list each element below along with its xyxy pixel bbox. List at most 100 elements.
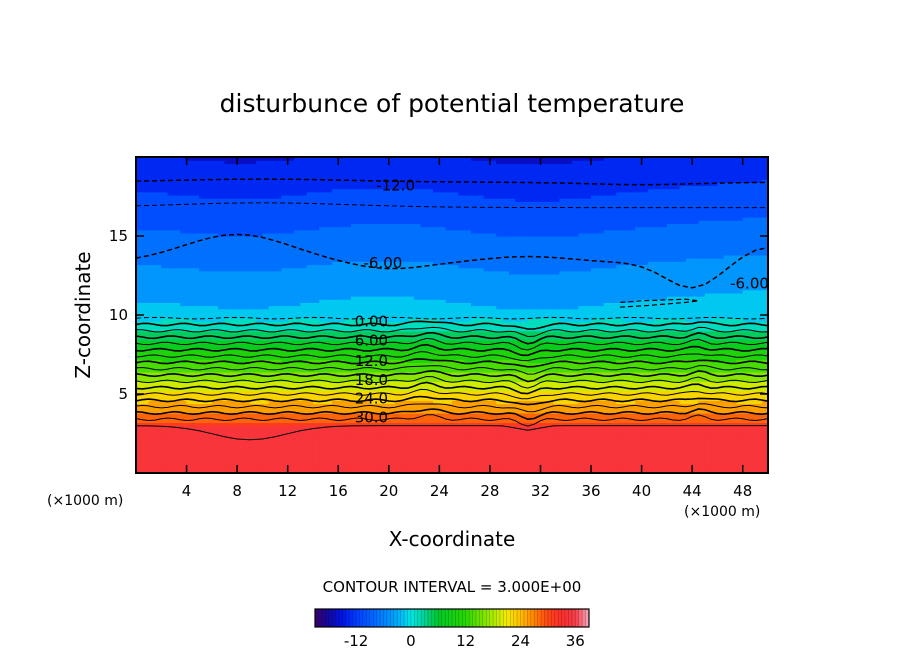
contour-band-cell xyxy=(357,182,365,187)
contour-band-cell xyxy=(224,157,232,161)
contour-band-cell xyxy=(192,438,200,442)
contour-band-cell xyxy=(211,400,219,405)
contour-band-cell xyxy=(275,419,282,424)
contour-band-cell xyxy=(211,213,219,218)
contour-band-cell xyxy=(369,454,377,458)
contour-band-cell xyxy=(249,261,257,266)
contour-band-cell xyxy=(294,327,301,332)
contour-band-cell xyxy=(230,469,238,473)
contour-band-cell xyxy=(369,194,377,199)
contour-band-cell xyxy=(167,311,175,316)
contour-band-cell xyxy=(211,375,219,379)
contour-band-cell xyxy=(249,270,257,275)
contour-band-cell xyxy=(224,283,232,288)
contour-band-cell xyxy=(388,245,396,250)
contour-band-cell xyxy=(173,182,181,187)
contour-band-cell xyxy=(230,447,238,452)
contour-band-cell xyxy=(338,305,346,310)
contour-band-cell xyxy=(192,248,200,253)
contour-band-cell xyxy=(262,163,270,168)
contour-band-cell xyxy=(369,226,377,231)
contour-band-cell xyxy=(331,365,339,370)
contour-band-cell xyxy=(357,175,365,180)
contour-band-cell xyxy=(363,450,371,455)
contour-band-cell xyxy=(294,435,301,439)
contour-band-cell xyxy=(224,254,232,259)
contour-band-cell xyxy=(344,232,352,237)
contour-band-cell xyxy=(363,381,371,386)
contour-band-cell xyxy=(243,441,251,446)
contour-band-cell xyxy=(186,428,194,433)
contour-band-cell xyxy=(218,242,226,247)
contour-band-cell xyxy=(388,441,396,446)
contour-band-cell xyxy=(268,330,276,335)
contour-band-cell xyxy=(331,292,339,297)
contour-band-cell xyxy=(281,210,289,215)
contour-band-cell xyxy=(148,438,156,442)
contour-band-cell xyxy=(287,251,295,256)
contour-band-cell xyxy=(287,283,295,288)
contour-band-cell xyxy=(256,198,263,202)
contour-band-cell xyxy=(224,261,232,266)
contour-band-cell xyxy=(262,182,270,187)
contour-band-cell xyxy=(331,239,339,243)
contour-band-cell xyxy=(312,327,320,332)
contour-band-cell xyxy=(148,381,156,386)
contour-band-cell xyxy=(331,337,339,341)
contour-band-cell xyxy=(338,264,346,269)
contour-band-cell xyxy=(243,362,251,367)
contour-band-cell xyxy=(262,428,270,433)
contour-band-cell xyxy=(249,435,257,439)
contour-band-cell xyxy=(306,340,314,345)
contour-band-cell xyxy=(331,375,339,379)
contour-band-cell xyxy=(357,283,365,288)
contour-band-cell xyxy=(142,454,150,458)
contour-band-cell xyxy=(211,416,219,420)
contour-band-cell xyxy=(243,160,251,164)
contour-band-cell xyxy=(268,425,276,430)
contour-band-cell xyxy=(395,194,403,199)
contour-band-cell xyxy=(268,229,276,234)
contour-band-cell xyxy=(237,242,245,247)
contour-band-cell xyxy=(300,463,308,468)
contour-band-cell xyxy=(237,463,245,468)
contour-band-cell xyxy=(167,438,175,442)
contour-band-cell xyxy=(154,318,162,322)
contour-band-cell xyxy=(199,267,207,272)
contour-band-cell xyxy=(211,435,219,439)
contour-band-cell xyxy=(344,394,352,398)
contour-band-cell xyxy=(230,239,238,243)
contour-band-cell xyxy=(237,194,245,199)
contour-band-cell xyxy=(294,428,301,433)
contour-band-cell xyxy=(287,454,295,458)
contour-band-cell xyxy=(192,223,200,228)
contour-band-cell xyxy=(192,371,200,376)
contour-band-cell xyxy=(192,435,200,439)
contour-band-cell xyxy=(136,169,143,174)
contour-band-cell xyxy=(199,359,207,363)
contour-band-cell xyxy=(294,469,301,473)
contour-band-cell xyxy=(306,258,314,262)
contour-band-cell xyxy=(306,444,314,449)
contour-band-cell xyxy=(243,463,251,468)
contour-band-cell xyxy=(211,223,219,228)
contour-band-cell xyxy=(350,169,358,174)
contour-band-cell xyxy=(281,194,289,199)
contour-band-cell xyxy=(369,419,377,424)
contour-band-cell xyxy=(237,330,245,335)
contour-band-cell xyxy=(325,390,333,395)
contour-band-cell xyxy=(331,267,339,272)
contour-band-cell xyxy=(136,239,143,243)
contour-band-cell xyxy=(363,198,371,202)
contour-band-cell xyxy=(357,245,365,250)
contour-band-cell xyxy=(256,390,263,395)
contour-band-cell xyxy=(173,375,181,379)
contour-band-cell xyxy=(382,356,390,360)
contour-band-cell xyxy=(287,254,295,259)
contour-band-cell xyxy=(154,454,162,458)
contour-band-cell xyxy=(218,428,226,433)
contour-band-cell xyxy=(186,191,194,196)
contour-band-cell xyxy=(256,375,263,379)
contour-band-cell xyxy=(154,333,162,338)
contour-band-cell xyxy=(230,273,238,278)
